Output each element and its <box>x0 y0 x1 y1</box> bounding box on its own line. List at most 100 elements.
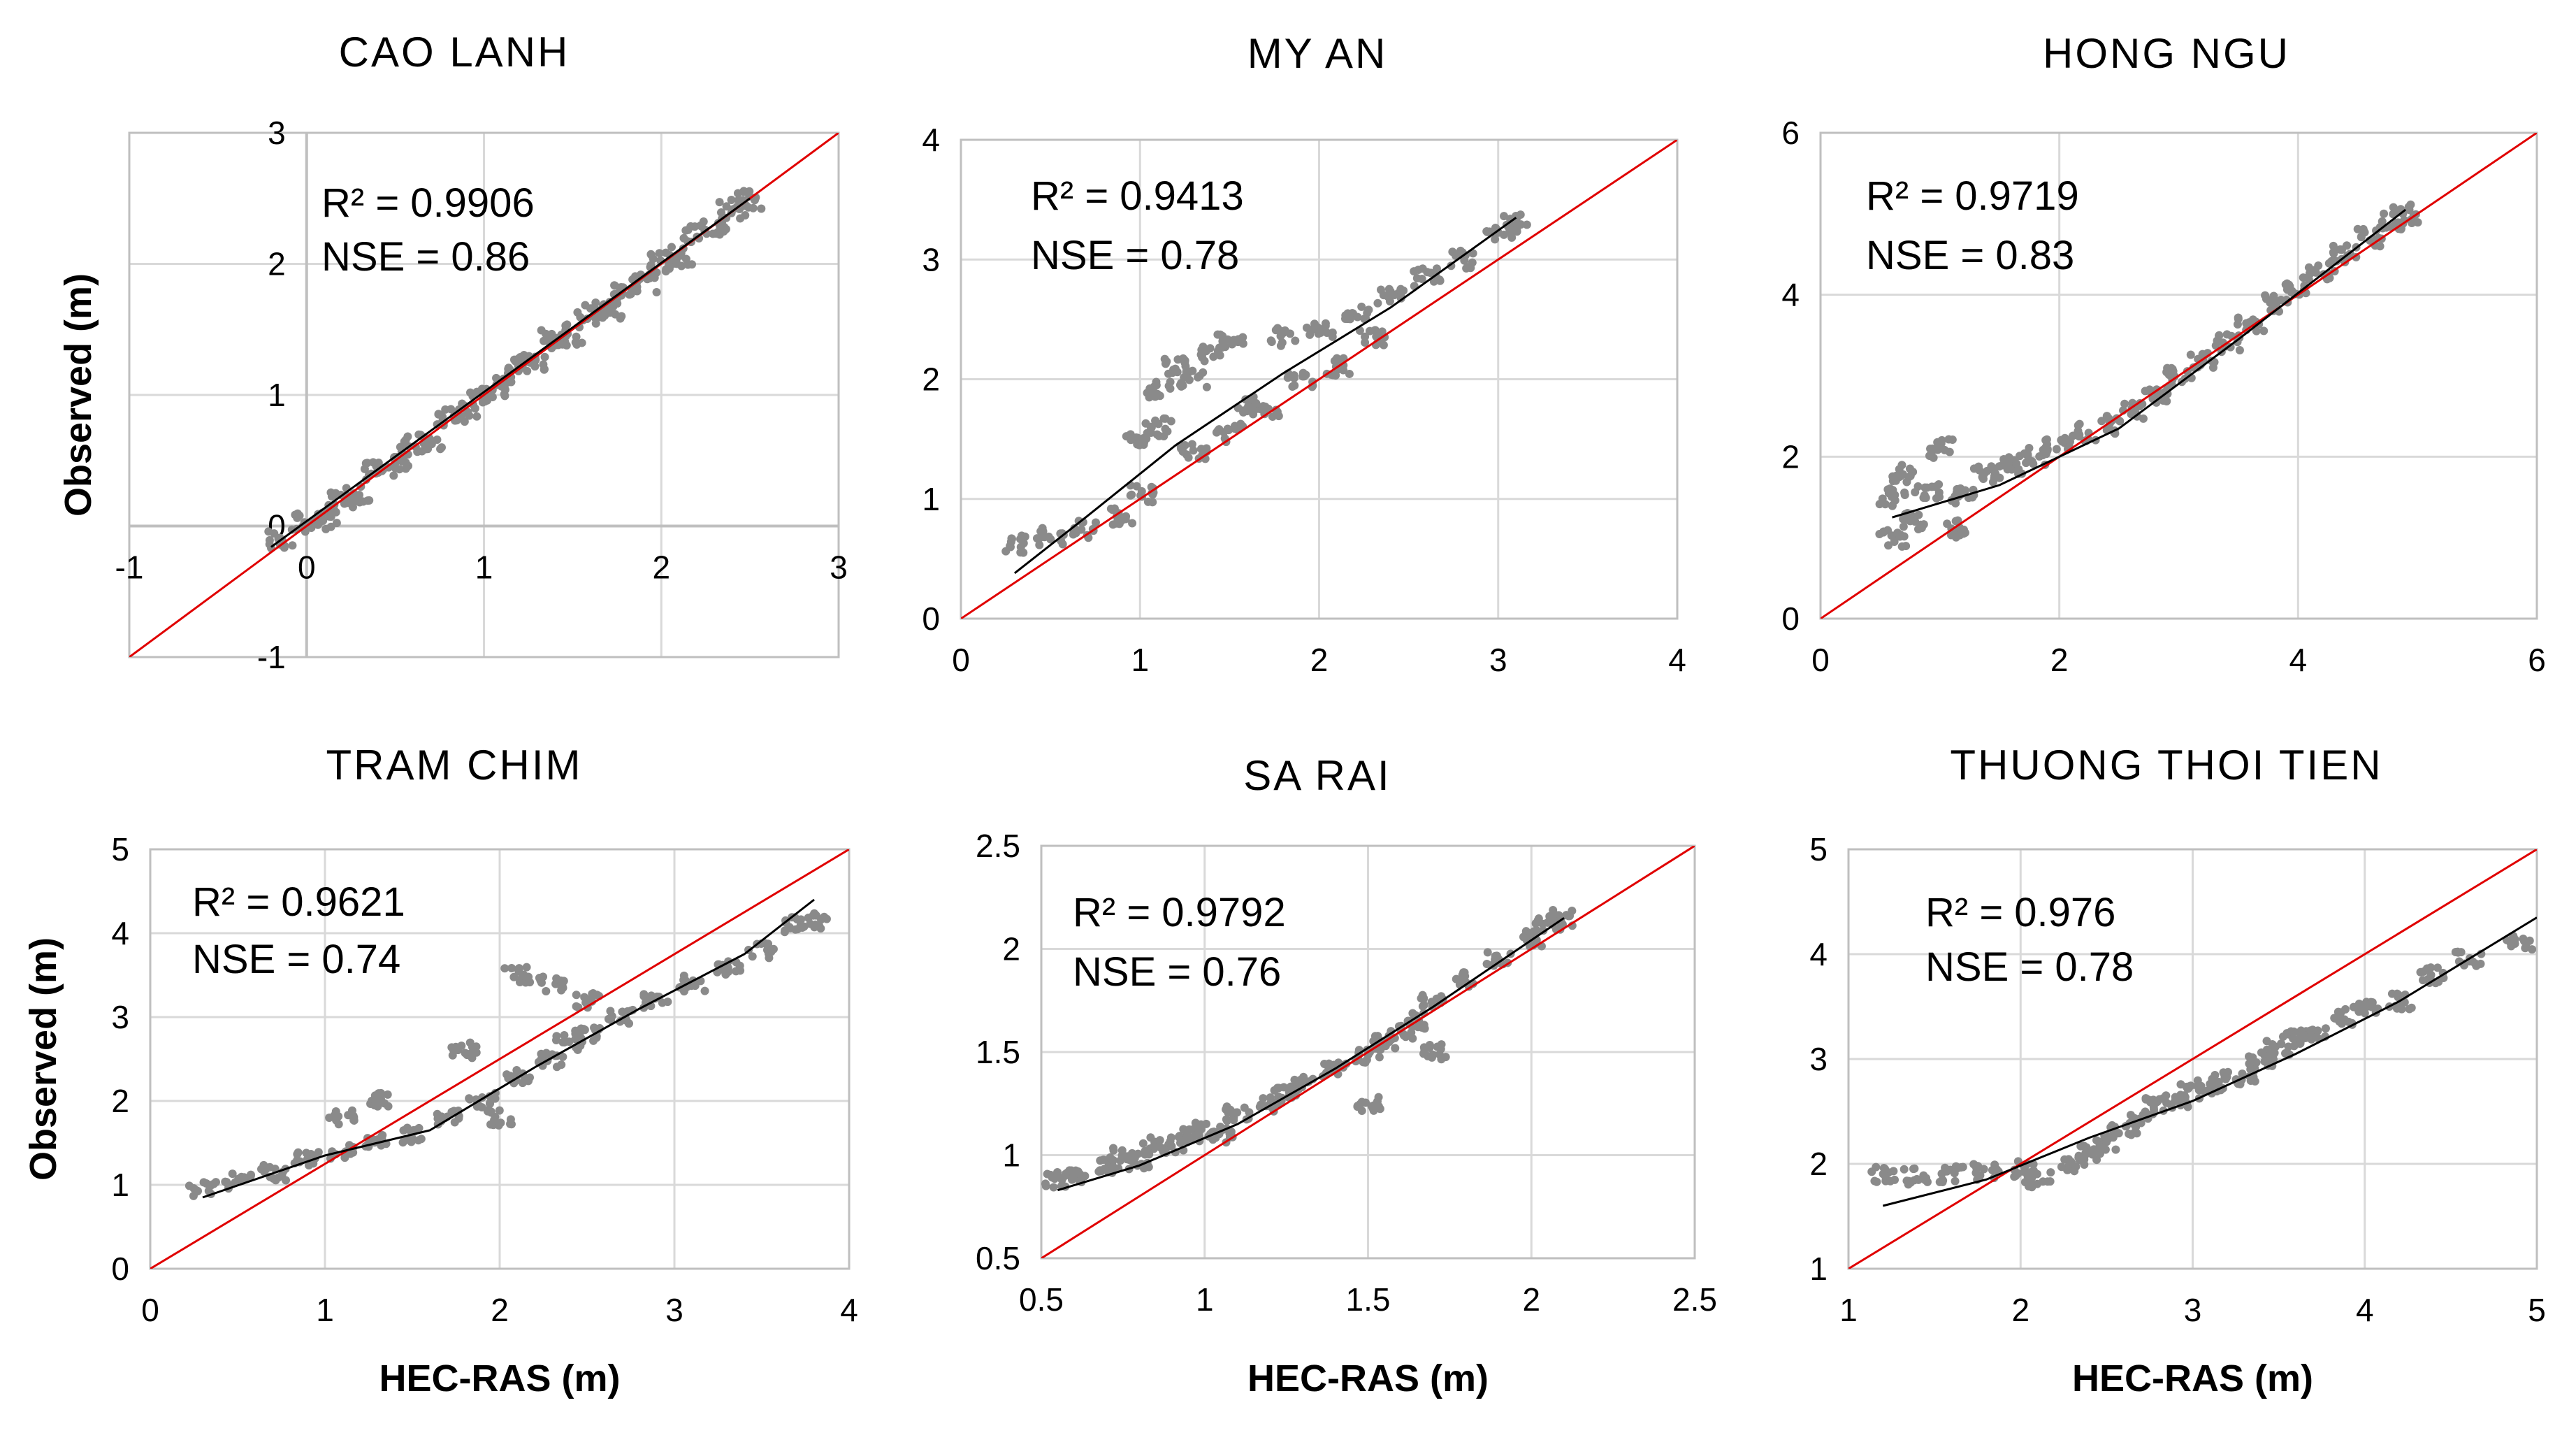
x-tick-label: 2 <box>491 1292 509 1328</box>
y-tick-label: 2 <box>1809 1146 1828 1182</box>
x-tick-label: 2.5 <box>1672 1281 1717 1318</box>
scatter-point <box>2248 1053 2257 1062</box>
scatter-point <box>500 390 509 399</box>
scatter-point <box>401 458 410 467</box>
y-tick-label: 1 <box>268 377 286 413</box>
scatter-point <box>1286 329 1295 338</box>
scatter-point <box>2387 989 2396 998</box>
scatter-point <box>495 1106 504 1115</box>
scatter-point <box>355 491 364 500</box>
scatter-point <box>2453 947 2462 956</box>
scatter-point <box>1374 1093 1383 1102</box>
scatter-point <box>542 1049 551 1058</box>
scatter-point <box>2276 296 2285 305</box>
scatter-point <box>1361 338 1370 347</box>
scatter-point <box>1549 909 1558 918</box>
scatter-point <box>1115 517 1124 526</box>
nse-label: NSE = 0.86 <box>321 234 530 280</box>
scatter-point <box>1180 356 1189 365</box>
scatter-point <box>1396 285 1405 294</box>
scatter-point <box>1978 473 1987 482</box>
scatter-point <box>1343 309 1352 318</box>
scatter-point <box>1222 1116 1231 1125</box>
scatter-point <box>325 1113 334 1122</box>
scatter-point <box>433 435 442 444</box>
scatter-point <box>1143 497 1152 506</box>
scatter-point <box>667 243 676 252</box>
x-tick-label: -1 <box>115 549 144 586</box>
scatter-point <box>1886 1176 1895 1186</box>
scatter-point <box>1035 540 1044 549</box>
panel-title: SA RAI <box>1243 752 1391 799</box>
scatter-point <box>1900 491 1909 500</box>
scatter-point <box>1926 444 1935 453</box>
scatter-point <box>509 972 519 981</box>
scatter-point <box>1199 368 1208 377</box>
scatter-point <box>1531 919 1540 928</box>
scatter-point <box>1108 505 1117 514</box>
scatter-point <box>1895 465 1904 474</box>
scatter-point <box>524 1076 533 1086</box>
scatter-point <box>270 529 279 538</box>
scatter-point <box>1900 1165 1909 1174</box>
scatter-point <box>700 986 709 995</box>
scatter-point <box>2067 1159 2076 1168</box>
scatter-point <box>1218 331 1227 340</box>
scatter-point <box>1177 378 1186 387</box>
scatter-point <box>1890 538 1899 547</box>
scatter-point <box>1933 445 1942 454</box>
scatter-point <box>2159 388 2169 397</box>
x-tick-label: 0 <box>298 549 316 586</box>
scatter-point <box>1132 482 1141 491</box>
scatter-point <box>1418 1002 1427 1011</box>
y-tick-label: 1 <box>1809 1251 1828 1287</box>
scatter-point <box>1896 531 1905 540</box>
x-axis-label: HEC-RAS (m) <box>379 1358 621 1399</box>
scatter-point <box>542 987 551 996</box>
y-tick-label: 2 <box>922 361 940 398</box>
trend-line <box>1013 217 1517 575</box>
scatter-point <box>1435 1050 1444 1059</box>
scatter-point <box>1462 264 1471 273</box>
scatter-point <box>2266 298 2275 307</box>
scatter-point <box>383 1090 392 1099</box>
scatter-point <box>1897 542 1906 551</box>
scatter-point <box>507 963 516 972</box>
scatter-point <box>1071 528 1080 538</box>
panel-title: THUONG THOI TIEN <box>1950 742 2382 788</box>
r-squared-label: R² = 0.9906 <box>321 180 535 226</box>
scatter-point <box>1373 331 1382 340</box>
scatter-point <box>1379 291 1388 300</box>
scatter-point <box>1182 450 1191 459</box>
y-tick-label: 4 <box>111 915 129 951</box>
scatter-point <box>1373 298 1382 308</box>
one-to-one-line <box>1848 849 2537 1269</box>
scatter-point <box>304 1160 313 1169</box>
nse-label: NSE = 0.83 <box>1866 233 2074 278</box>
plot-frame <box>128 131 840 658</box>
scatter-point <box>2528 945 2537 954</box>
scatter-point <box>1427 998 1436 1007</box>
y-tick-label: 1 <box>111 1167 129 1203</box>
scatter-point <box>2111 1145 2120 1154</box>
scatter-point <box>1174 1132 1183 1142</box>
scatter-point <box>1215 343 1224 352</box>
scatter-point <box>2186 350 2195 359</box>
scatter-point <box>1435 276 1445 285</box>
scatter-point <box>1194 1129 1203 1138</box>
scatter-point <box>1934 480 1944 489</box>
x-axis-label: HEC-RAS (m) <box>1247 1358 1489 1399</box>
panel-title: HONG NGU <box>2043 30 2290 77</box>
scatter-point <box>1968 493 1977 502</box>
y-tick-label: 3 <box>1809 1041 1828 1077</box>
scatter-point <box>2029 459 2038 468</box>
scatter-point <box>1953 516 1962 525</box>
scatter-point <box>1867 1167 1876 1176</box>
x-tick-label: 1 <box>1131 642 1149 678</box>
scatter-point <box>2162 368 2171 377</box>
scatter-point <box>1428 1050 1438 1059</box>
scatter-point <box>1166 384 1175 393</box>
nse-label: NSE = 0.78 <box>1031 233 1239 278</box>
x-tick-label: 1.5 <box>1346 1281 1391 1318</box>
scatter-point <box>2198 350 2207 359</box>
